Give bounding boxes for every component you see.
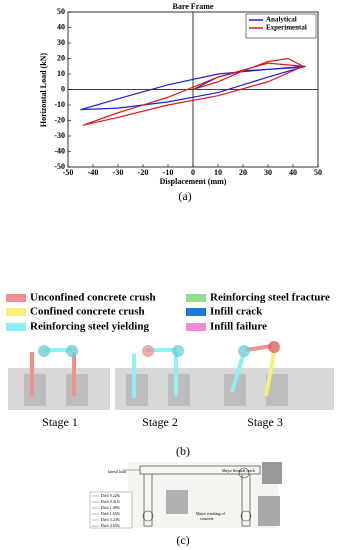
drift-label: Drift 1.09% xyxy=(101,505,121,510)
damage-legend: Unconfined concrete crush Confined concr… xyxy=(6,292,330,333)
stage-label: Stage 1 xyxy=(42,415,78,429)
x-tick-label: -50 xyxy=(63,168,74,177)
swatch xyxy=(6,323,26,331)
drift-label: Drift 4.65% xyxy=(101,523,121,528)
stage-2-illustration xyxy=(115,345,213,410)
legend-label: Confined concrete crush xyxy=(30,306,145,318)
stage-1-illustration xyxy=(8,345,110,410)
y-tick-label: 10 xyxy=(57,69,65,78)
y-tick-label: 40 xyxy=(57,22,65,31)
panel-label: (b) xyxy=(176,444,190,458)
series-line xyxy=(80,65,306,111)
test-photo xyxy=(89,462,282,529)
y-tick-label: 0 xyxy=(61,84,65,93)
y-tick-label: -30 xyxy=(54,131,65,140)
swatch xyxy=(186,294,206,302)
swatch xyxy=(186,323,206,331)
x-tick-label: 20 xyxy=(239,168,247,177)
annotation: Major crushing of xyxy=(196,511,226,516)
stage-label: Stage 2 xyxy=(142,415,178,429)
swatch xyxy=(6,294,26,302)
x-tick-label: 10 xyxy=(214,168,222,177)
legend-label: Unconfined concrete crush xyxy=(30,292,156,304)
drift-label: Drift 0.22% xyxy=(101,493,121,498)
legend-label: Infill failure xyxy=(210,321,267,333)
x-tick-label: -40 xyxy=(88,168,99,177)
x-tick-label: 30 xyxy=(264,168,272,177)
y-tick-label: -20 xyxy=(54,115,65,124)
annotation: Major flexural crack xyxy=(222,468,255,473)
legend-label: Analytical xyxy=(266,16,297,24)
x-tick-label: -30 xyxy=(113,168,124,177)
legend-label: Reinforcing steel fracture xyxy=(210,292,330,304)
y-tick-label: -50 xyxy=(54,162,65,171)
x-tick-label: 50 xyxy=(314,168,322,177)
y-tick-label: -10 xyxy=(54,100,65,109)
annotation: concrete xyxy=(200,516,214,521)
panel-label: (c) xyxy=(176,533,189,547)
y-tick-label: 30 xyxy=(57,38,65,47)
swatch xyxy=(6,308,26,316)
series-line xyxy=(82,57,305,126)
drift-label: Drift 0.41% xyxy=(101,499,121,504)
x-axis-label: Displacement (mm) xyxy=(160,177,227,186)
drift-label: Drift 3.24% xyxy=(101,517,121,522)
drift-legend: Drift 0.22% Drift 0.41% Drift 1.09% Drif… xyxy=(92,493,121,528)
y-tick-label: 20 xyxy=(57,53,65,62)
legend-box xyxy=(245,13,317,39)
legend-label: Infill crack xyxy=(210,306,263,318)
panel-label: (a) xyxy=(178,189,191,203)
stage-label: Stage 3 xyxy=(247,415,283,429)
y-tick-label: -40 xyxy=(54,146,65,155)
y-axis-label: Horizontal Load (kN) xyxy=(39,53,48,128)
legend-label: Reinforcing steel yielding xyxy=(30,321,149,333)
y-tick-label: 50 xyxy=(57,7,65,16)
chart-title: Bare Frame xyxy=(173,2,214,11)
drift-label: Drift 1.65% xyxy=(101,511,121,516)
x-tick-label: -10 xyxy=(163,168,174,177)
x-tick-label: -20 xyxy=(138,168,149,177)
x-tick-label: 0 xyxy=(191,168,195,177)
stage-3-illustration xyxy=(206,341,334,410)
x-tick-label: 40 xyxy=(289,168,297,177)
annotation: lateral load xyxy=(108,469,126,474)
legend-label: Experimental xyxy=(266,24,307,32)
swatch xyxy=(186,308,206,316)
